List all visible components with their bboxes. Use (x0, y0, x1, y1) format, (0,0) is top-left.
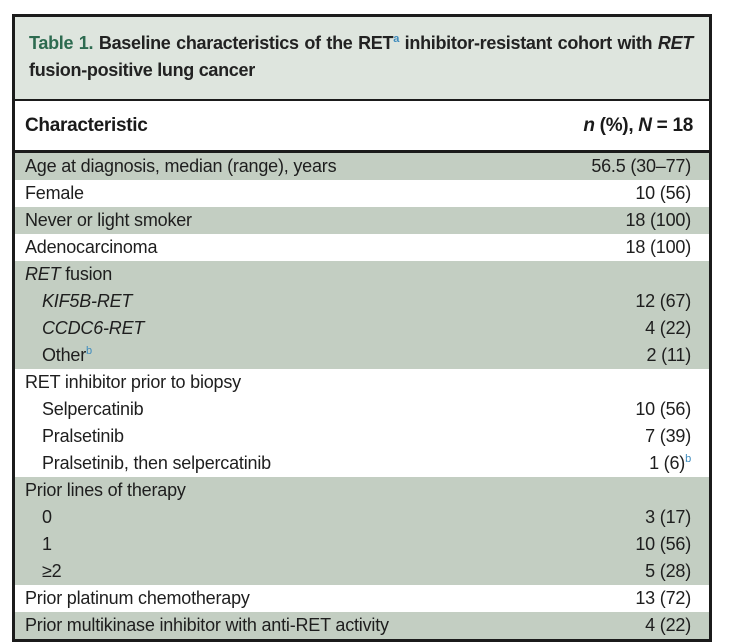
row-value: 7 (39) (645, 426, 691, 446)
table-row: Female 10 (56) (15, 180, 709, 207)
table-number: Table 1. (29, 33, 94, 53)
row-label: Prior platinum chemotherapy (25, 588, 250, 608)
row-value: 4 (22) (645, 318, 691, 338)
column-header-n-percent: n (%), N = 18 (583, 115, 693, 137)
row-label: 0 (42, 507, 52, 527)
caption-text-2: inhibitor-resistant cohort with (399, 33, 658, 53)
row-value: 4 (22) (645, 615, 691, 635)
table-row: Age at diagnosis, median (range), years … (15, 153, 709, 180)
table-row: CCDC6-RET 4 (22) (15, 315, 709, 342)
row-label: Otherb (42, 345, 92, 365)
table-row: Otherb 2 (11) (15, 342, 709, 369)
column-header-characteristic: Characteristic (25, 114, 148, 136)
table-row: Adenocarcinoma 18 (100) (15, 234, 709, 261)
row-value: 10 (56) (635, 399, 691, 419)
table-row: Selpercatinib 10 (56) (15, 396, 709, 423)
row-label: Age at diagnosis, median (range), years (25, 156, 337, 176)
table-row: 1 10 (56) (15, 531, 709, 558)
row-value: 2 (11) (646, 345, 692, 365)
caption-text-3: fusion-positive lung cancer (29, 60, 255, 80)
row-label: Never or light smoker (25, 210, 192, 230)
row-value: 12 (67) (635, 291, 691, 311)
row-label: RET fusion (25, 264, 113, 284)
table-row: Pralsetinib, then selpercatinib 1 (6)b (15, 450, 709, 477)
caption-text-1: Baseline characteristics of the RET (93, 33, 394, 53)
row-value: 5 (28) (645, 561, 691, 581)
table-row: Prior platinum chemotherapy 13 (72) (15, 585, 709, 612)
table-row: RET inhibitor prior to biopsy (15, 369, 709, 396)
table-caption: Table 1. Baseline characteristics of the… (15, 17, 709, 101)
footnote-marker-b: b (685, 453, 691, 465)
row-value: 56.5 (30–77) (591, 156, 691, 176)
row-value: 10 (56) (635, 534, 691, 554)
row-label: Pralsetinib (42, 426, 124, 446)
table-row: KIF5B-RET 12 (67) (15, 288, 709, 315)
table-row: Never or light smoker 18 (100) (15, 207, 709, 234)
row-value: 10 (56) (635, 183, 691, 203)
n-symbol: n (583, 114, 595, 136)
row-label: CCDC6-RET (42, 318, 145, 338)
table-row: ≥2 5 (28) (15, 558, 709, 585)
table-row: Pralsetinib 7 (39) (15, 423, 709, 450)
row-label: Selpercatinib (42, 399, 144, 419)
row-value: 1 (6)b (649, 453, 691, 473)
row-label: Prior lines of therapy (25, 480, 186, 500)
row-label: Prior multikinase inhibitor with anti-RE… (25, 615, 389, 635)
footnote-marker-b: b (86, 345, 92, 357)
gene-name-ret: RET (657, 33, 693, 53)
table-row: Prior lines of therapy (15, 477, 709, 504)
footnote-marker-a: a (393, 33, 400, 45)
row-label: Pralsetinib, then selpercatinib (42, 453, 271, 473)
big-n-symbol: N (638, 114, 652, 136)
percent-text: (%), (594, 114, 639, 136)
baseline-characteristics-table: Table 1. Baseline characteristics of the… (12, 14, 712, 642)
row-value: 3 (17) (645, 507, 691, 527)
row-label: KIF5B-RET (42, 291, 133, 311)
row-label: RET inhibitor prior to biopsy (25, 372, 241, 392)
row-label: 1 (42, 534, 52, 554)
table-row: RET fusion (15, 261, 709, 288)
table-row: 0 3 (17) (15, 504, 709, 531)
row-label: ≥2 (42, 561, 62, 581)
row-value: 18 (100) (625, 237, 692, 257)
row-label: Adenocarcinoma (25, 237, 158, 257)
table-row: Prior multikinase inhibitor with anti-RE… (15, 612, 709, 639)
row-value: 18 (100) (625, 210, 692, 230)
table-header-row: Characteristic n (%), N = 18 (15, 101, 709, 153)
row-label: Female (25, 183, 84, 203)
total-count: = 18 (651, 114, 694, 136)
row-value: 13 (72) (635, 588, 691, 608)
